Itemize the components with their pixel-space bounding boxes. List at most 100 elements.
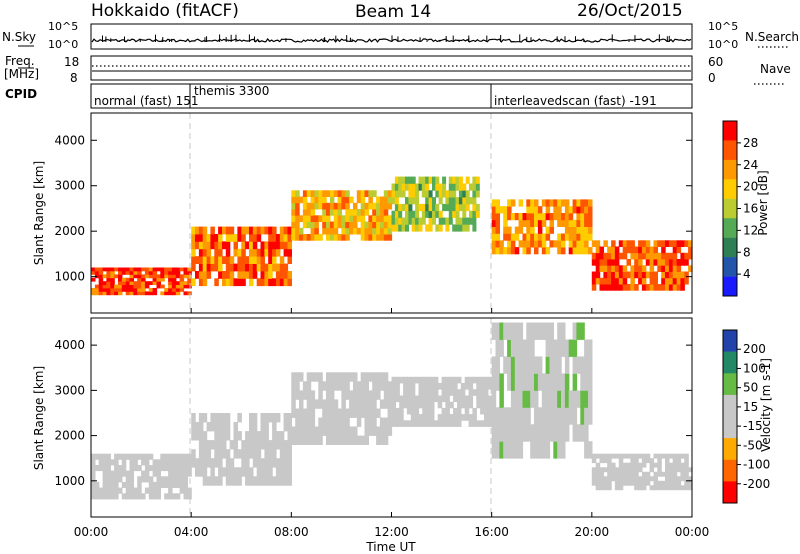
heatmap-cell xyxy=(379,227,385,235)
heatmap-cell xyxy=(684,240,689,247)
heatmap-cell xyxy=(445,407,450,415)
heatmap-cell xyxy=(469,197,473,205)
heatmap-cell xyxy=(465,203,470,212)
heatmap-cell xyxy=(287,413,292,423)
heatmap-cell xyxy=(684,471,689,477)
heatmap-cell xyxy=(653,471,658,477)
heatmap-cell xyxy=(514,390,520,408)
heatmap-cell xyxy=(584,390,589,408)
heatmap-cell xyxy=(618,471,624,477)
heatmap-cell xyxy=(661,277,666,285)
heatmap-cell xyxy=(415,203,420,212)
heatmap-cell xyxy=(144,453,150,460)
heatmap-cell xyxy=(603,271,608,279)
heatmap-cell xyxy=(408,203,413,212)
heatmap-cell xyxy=(549,219,554,227)
heatmap-cell xyxy=(214,241,219,250)
heatmap-cell xyxy=(272,476,277,486)
heatmap-cell xyxy=(518,390,524,408)
heatmap-cell xyxy=(318,381,323,391)
heatmap-cell xyxy=(614,453,620,459)
heatmap-cell xyxy=(491,424,497,442)
heatmap-cell xyxy=(206,263,212,272)
heatmap-cell xyxy=(638,265,643,272)
heatmap-cell xyxy=(518,424,524,442)
heatmap-cell xyxy=(564,233,570,241)
heatmap-cell xyxy=(445,414,450,421)
heatmap-cell xyxy=(179,476,185,483)
heatmap-cell xyxy=(118,281,123,285)
heatmap-cell xyxy=(510,233,516,241)
heatmap-cell xyxy=(684,271,689,279)
heatmap-cell xyxy=(626,259,631,266)
heatmap-cell xyxy=(588,233,593,241)
heatmap-cell xyxy=(191,248,196,257)
heatmap-cell xyxy=(418,224,423,232)
heatmap-cell xyxy=(249,278,254,287)
heatmap-cell xyxy=(618,476,624,482)
heatmap-cell xyxy=(422,395,427,403)
cpid-segment-1: normal (fast) 151 xyxy=(94,94,198,108)
heatmap-cell xyxy=(268,226,273,235)
heatmap-cell xyxy=(599,246,604,254)
heatmap-cell xyxy=(202,263,208,272)
heatmap-cell xyxy=(526,240,531,248)
heatmap-cell xyxy=(522,407,527,425)
heatmap-cell xyxy=(411,183,416,191)
heatmap-cell xyxy=(495,407,500,425)
heatmap-cell xyxy=(137,291,142,296)
heatmap-cell xyxy=(164,465,169,472)
heatmap-cell xyxy=(614,271,620,279)
heatmap-cell xyxy=(634,462,639,468)
heatmap-cell xyxy=(452,190,457,198)
heatmap-cell xyxy=(275,241,281,250)
heatmap-cell xyxy=(668,462,674,468)
heatmap-cell xyxy=(245,241,250,250)
heatmap-cell xyxy=(345,417,350,427)
heatmap-cell xyxy=(144,459,150,466)
heatmap-cell xyxy=(218,476,223,486)
heatmap-cell xyxy=(272,256,277,264)
heatmap-cell xyxy=(379,209,385,216)
heatmap-cell xyxy=(395,395,400,403)
heatmap-cell xyxy=(106,271,111,275)
heatmap-cell xyxy=(341,215,346,222)
heatmap-cell xyxy=(453,414,458,421)
heatmap-cell xyxy=(368,215,373,222)
heatmap-cell xyxy=(118,277,123,282)
heatmap-cell xyxy=(622,453,628,459)
heatmap-cell xyxy=(318,417,323,427)
heatmap-cell xyxy=(499,373,504,391)
heatmap-cell xyxy=(499,247,504,255)
heatmap-cell xyxy=(518,441,524,459)
heatmap-cell xyxy=(418,420,423,427)
heatmap-cell xyxy=(337,221,343,229)
heatmap-cell xyxy=(514,213,520,221)
heatmap-cell xyxy=(225,422,231,432)
heatmap-cell xyxy=(638,259,643,266)
heatmap-cell xyxy=(526,206,531,214)
heatmap-cell xyxy=(129,459,134,466)
heatmap-cell xyxy=(287,271,292,279)
heatmap-cell xyxy=(98,274,104,279)
heatmap-cell xyxy=(668,467,674,473)
heatmap-cell xyxy=(333,417,339,427)
heatmap-cell xyxy=(541,233,547,241)
heatmap-cell xyxy=(272,431,277,441)
heatmap-cell xyxy=(183,487,188,494)
heatmap-cell xyxy=(455,197,460,205)
heatmap-cell xyxy=(241,256,246,264)
heatmap-cell xyxy=(137,281,142,285)
heatmap-cell xyxy=(299,408,304,418)
heatmap-cell xyxy=(430,420,435,427)
heatmap-cell xyxy=(102,493,108,500)
heatmap-cell xyxy=(329,209,335,216)
heatmap-cell xyxy=(110,277,115,282)
heatmap-cell xyxy=(314,435,319,445)
heatmap-cell xyxy=(534,213,539,221)
heatmap-cell xyxy=(160,267,165,272)
beam-title: Beam 14 xyxy=(355,2,431,22)
heatmap-cell xyxy=(249,226,254,235)
heatmap-cell xyxy=(415,210,420,218)
heatmap-cell xyxy=(383,196,389,204)
